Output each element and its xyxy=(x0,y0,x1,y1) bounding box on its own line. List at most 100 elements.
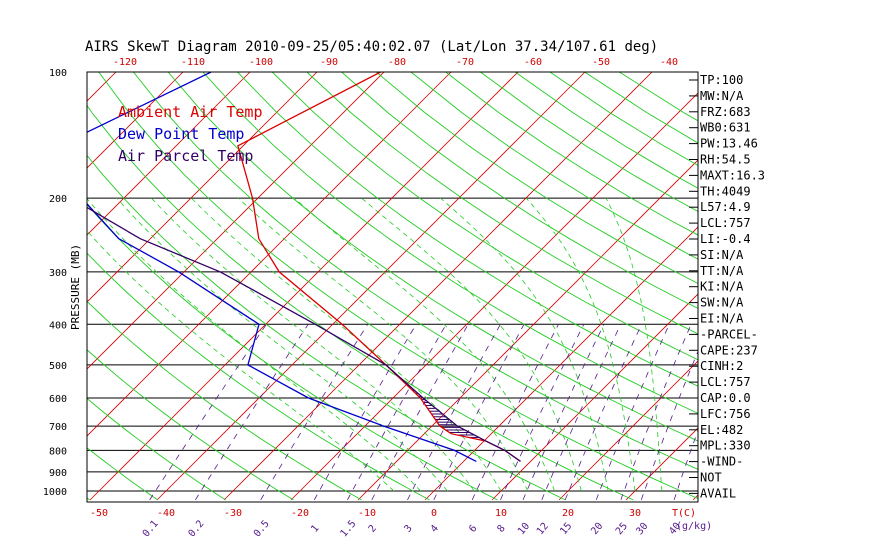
dry-adiabat xyxy=(271,72,698,361)
mixing-ratio-line xyxy=(471,324,559,501)
side-panel-item: LI:-0.4 xyxy=(700,232,751,246)
bottom-temp-label: 30 xyxy=(629,508,641,519)
side-panel-item: FRZ:683 xyxy=(700,105,751,119)
dry-adiabat xyxy=(87,397,226,501)
mixing-ratio-label: 20 xyxy=(589,521,605,537)
bottom-temp-label: -50 xyxy=(90,508,108,519)
chart-legend: Ambient Air Temp Dew Point Temp Air Parcel… xyxy=(118,103,263,165)
side-panel-item: MPL:330 xyxy=(700,439,751,453)
moist-adiabat xyxy=(151,197,475,492)
side-panel-item: CINH:2 xyxy=(700,359,743,373)
mixing-ratio-label: 8 xyxy=(495,523,507,535)
mixing-ratio-line xyxy=(564,324,643,501)
mixing-ratio-line xyxy=(522,324,605,501)
dry-adiabat xyxy=(480,72,698,212)
pressure-label: 500 xyxy=(49,361,67,372)
top-temp-label: -80 xyxy=(388,57,406,68)
background-lines xyxy=(87,72,870,501)
dry-adiabat xyxy=(410,72,698,260)
side-panel-item: MW:N/A xyxy=(700,89,744,103)
side-panel-item: KI:N/A xyxy=(700,280,744,294)
side-panel-item: SI:N/A xyxy=(700,248,744,262)
moist-adiabat xyxy=(116,197,448,492)
pressure-label: 700 xyxy=(49,422,67,433)
isotherm-line xyxy=(87,72,318,303)
temp-unit-label: T(C) xyxy=(672,508,696,519)
mixing-ratio-label: 2 xyxy=(367,523,379,535)
mixing-ratio-label: 12 xyxy=(535,521,551,537)
bottom-temp-label: -10 xyxy=(358,508,376,519)
moist-adiabat xyxy=(605,197,663,492)
dry-adiabat xyxy=(237,72,698,387)
mixing-ratio-label: 1.5 xyxy=(339,518,359,539)
pressure-label: 1000 xyxy=(43,487,67,498)
mixing-ratio-line xyxy=(407,324,501,501)
isotherm-line xyxy=(760,72,870,500)
isotherm-line xyxy=(424,226,698,501)
mixing-ratio-line xyxy=(149,324,267,501)
mixing-ratio-line xyxy=(595,324,670,501)
side-panel-item: MAXT:16.3 xyxy=(700,168,765,182)
pressure-label: 400 xyxy=(49,320,67,331)
legend-entry: Air Parcel Temp xyxy=(118,147,253,165)
dry-adiabat xyxy=(341,72,698,309)
mixing-ratio-line xyxy=(347,324,447,501)
mixing-ratio-label: 15 xyxy=(558,521,574,537)
side-panel-item: EI:N/A xyxy=(700,312,744,326)
legend-entry: Dew Point Temp xyxy=(118,125,244,143)
mixing-ratio-label: 1 xyxy=(309,523,321,535)
moist-adiabat xyxy=(87,197,421,492)
isotherm-line xyxy=(87,72,385,370)
top-temp-label: -90 xyxy=(320,57,338,68)
dry-adiabat xyxy=(202,72,698,414)
pressure-label: 100 xyxy=(49,68,67,79)
dry-adiabat xyxy=(167,72,698,442)
isotherm-line xyxy=(89,72,519,501)
side-panel-item: SW:N/A xyxy=(700,296,744,310)
dry-adiabat xyxy=(306,72,698,335)
pressure-label: 900 xyxy=(49,468,67,479)
side-panel-item: TH:4049 xyxy=(700,184,751,198)
moist-adiabat xyxy=(87,230,395,492)
dry-adiabat xyxy=(87,447,158,501)
isotherm-line xyxy=(491,293,698,501)
dry-adiabat xyxy=(87,203,498,501)
mixing-ratio-label: 30 xyxy=(634,521,650,537)
isotherm-line xyxy=(87,72,117,102)
dry-adiabat xyxy=(87,104,634,501)
mixing-ratio-label: 25 xyxy=(614,521,630,537)
isotherm-line xyxy=(357,159,698,501)
side-panel-item: TT:N/A xyxy=(700,264,744,278)
side-panel-item: -PARCEL- xyxy=(700,327,758,341)
dry-adiabat xyxy=(98,72,698,499)
isotherm-line xyxy=(87,72,184,169)
isotherm-line xyxy=(156,72,586,501)
mixing-ratio-label: 10 xyxy=(516,521,532,537)
isotherm-line xyxy=(223,72,653,501)
side-panel-item: CAPE:237 xyxy=(700,343,758,357)
side-panel: TP:100 MW:N/A FRZ:683 WB0:631 PW:13.46 RH:54.… xyxy=(689,73,765,500)
bottom-temp-label: -30 xyxy=(224,508,242,519)
side-panel-item: LCL:757 xyxy=(700,375,751,389)
bottom-temp-label: 0 xyxy=(431,508,437,519)
mixing-ratio-label: 0.5 xyxy=(252,519,272,540)
side-panel-item: CAP:0.0 xyxy=(700,391,751,405)
mixing-ratio-label: 4 xyxy=(429,523,441,535)
y-axis-label: PRESSURE (MB) xyxy=(69,244,82,330)
dry-adiabat xyxy=(87,154,566,501)
side-panel-item: PW:13.46 xyxy=(700,137,758,151)
top-temp-label: -70 xyxy=(456,57,474,68)
side-panel-item: L57:4.9 xyxy=(700,200,751,214)
top-temp-label: -110 xyxy=(181,57,205,68)
pressure-label: 300 xyxy=(49,268,67,279)
side-panel-item: RH:54.5 xyxy=(700,153,751,167)
mixing-ratio-label: 6 xyxy=(467,523,479,535)
mixing-ratio-line xyxy=(260,324,368,501)
moist-adiabat xyxy=(238,197,529,492)
pressure-label: 600 xyxy=(49,394,67,405)
isotherm-line xyxy=(87,72,452,437)
chart-title: AIRS SkewT Diagram 2010-09-25/05:40:02.0… xyxy=(85,39,658,55)
mixing-ratio-line xyxy=(313,324,417,501)
